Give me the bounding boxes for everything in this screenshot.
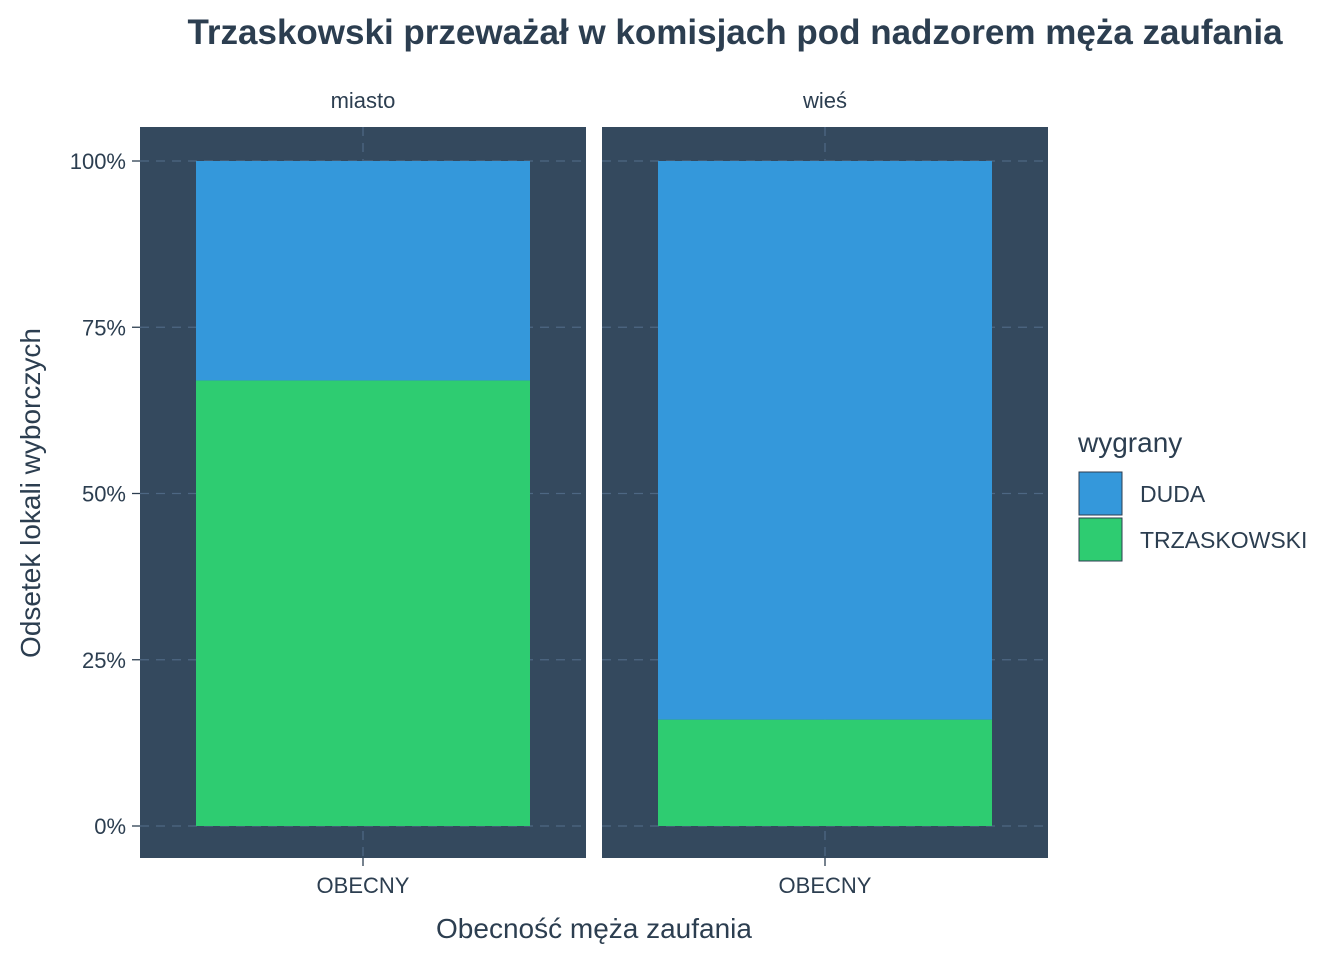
legend-item-trzaskowski: TRZASKOWSKI (1078, 517, 1307, 562)
legend-key (1078, 471, 1123, 516)
legend-key (1078, 517, 1123, 562)
y-axis-title: Odsetek lokali wyborczych (15, 328, 46, 658)
bar-trzaskowski-wieś (658, 719, 992, 826)
legend-label: DUDA (1140, 481, 1206, 507)
facet-strip-label: miasto (331, 88, 396, 113)
plot-area: OBECNY miasto OBECNY wieś 0% 25% 50% 75% 100% (70, 88, 1048, 898)
y-tick-label: 100% (70, 149, 126, 174)
legend-title: wygrany (1077, 427, 1182, 458)
legend: wygrany DUDA TRZASKOWSKI (1077, 427, 1307, 562)
x-tick-label: OBECNY (779, 873, 872, 898)
y-tick-label: 0% (94, 814, 126, 839)
facet-strip-label: wieś (802, 88, 847, 113)
legend-label: TRZASKOWSKI (1140, 527, 1307, 553)
chart-title: Trzaskowski przeważał w komisjach pod na… (187, 13, 1283, 52)
bar-trzaskowski-miasto (196, 380, 530, 826)
bar-duda-wieś (658, 161, 992, 720)
facet-panel-1: OBECNY miasto (140, 88, 586, 898)
x-axis-title: Obecność męża zaufania (436, 913, 752, 944)
y-tick-label: 75% (82, 315, 126, 340)
y-tick-label: 25% (82, 648, 126, 673)
facet-panel-2: OBECNY wieś (602, 88, 1048, 898)
legend-item-duda: DUDA (1078, 471, 1206, 516)
y-tick-label: 50% (82, 482, 126, 507)
x-tick-label: OBECNY (317, 873, 410, 898)
bar-duda-miasto (196, 161, 530, 381)
